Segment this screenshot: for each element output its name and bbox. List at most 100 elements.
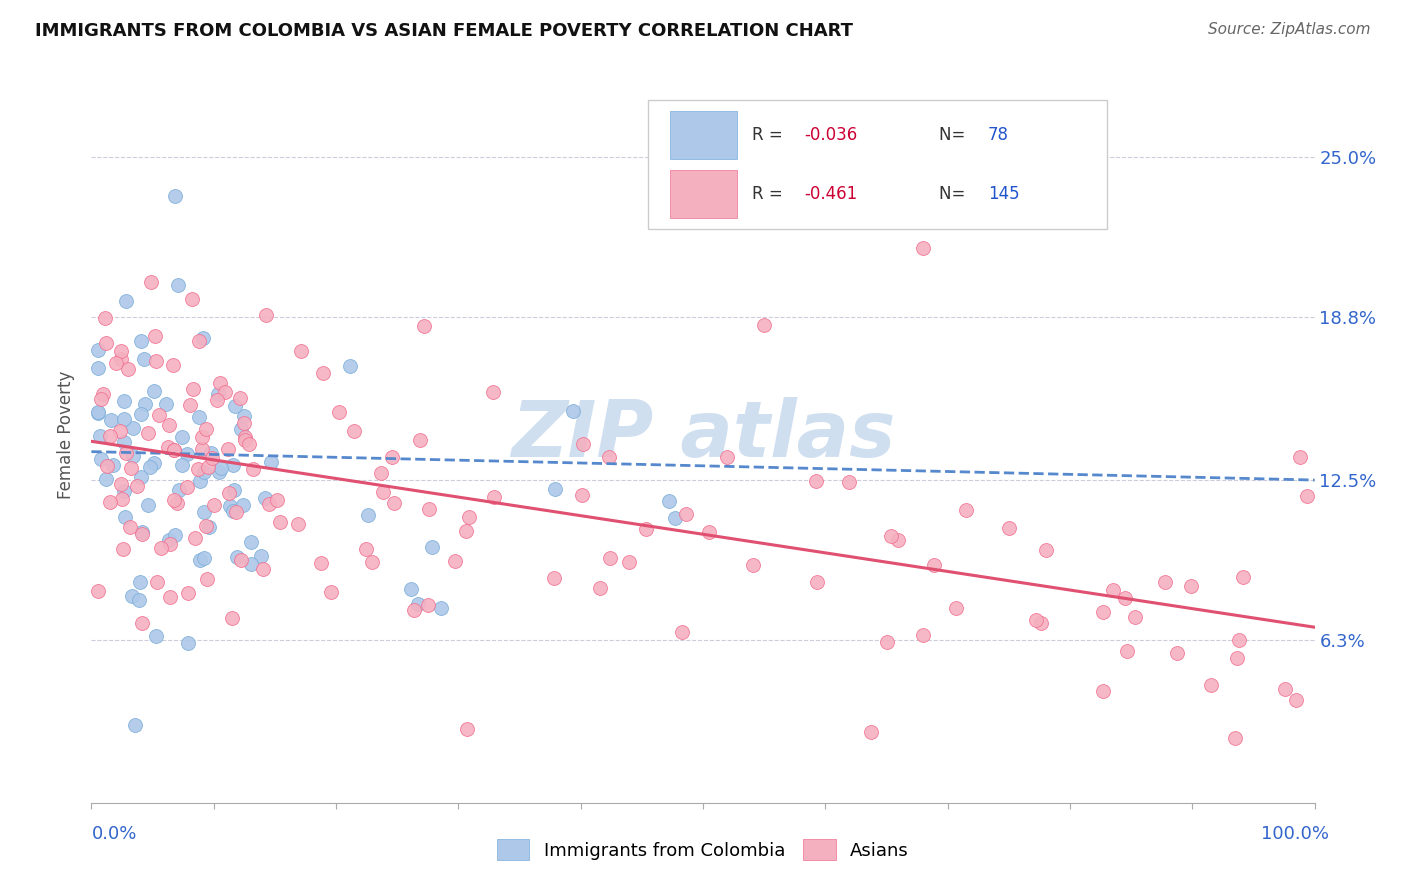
Point [155, 397, 177, 411]
Text: 100.0%: 100.0% [1261, 825, 1329, 843]
Point [225, 506, 247, 520]
Point [887, 533, 910, 547]
Point [181, 382, 204, 396]
Text: N=: N= [939, 185, 970, 203]
Point [87, 360, 110, 375]
Point [675, 508, 697, 522]
Point [482, 384, 505, 399]
Point [418, 599, 440, 613]
Point [177, 636, 200, 650]
Point [430, 601, 453, 615]
Point [588, 581, 610, 595]
Point [91, 387, 114, 401]
Point [112, 394, 135, 409]
Point [87, 343, 110, 358]
Point [876, 635, 898, 649]
Point [254, 309, 277, 323]
Text: R =: R = [752, 185, 787, 203]
Point [86, 404, 108, 418]
Point [1223, 731, 1246, 745]
Point [381, 450, 404, 465]
Point [100, 413, 122, 427]
Point [224, 399, 246, 413]
Point [754, 318, 776, 332]
Text: R =: R = [752, 126, 787, 144]
Text: IMMIGRANTS FROM COLOMBIA VS ASIAN FEMALE POVERTY CORRELATION CHART: IMMIGRANTS FROM COLOMBIA VS ASIAN FEMALE… [35, 22, 853, 40]
Point [572, 437, 595, 451]
Point [287, 517, 309, 532]
Point [214, 384, 236, 399]
Point [194, 519, 217, 533]
Point [922, 558, 945, 572]
Point [1029, 616, 1052, 631]
Point [87, 406, 110, 420]
Point [143, 384, 166, 398]
Point [418, 501, 440, 516]
Point [131, 527, 153, 541]
Point [1166, 646, 1188, 660]
Point [328, 405, 350, 419]
Point [170, 458, 193, 473]
Point [170, 429, 193, 443]
Point [167, 483, 190, 498]
Point [806, 575, 828, 590]
Point [139, 276, 162, 290]
Point [221, 504, 243, 518]
Point [312, 366, 335, 380]
Point [1296, 489, 1319, 503]
Point [240, 557, 263, 571]
Text: ZIP atlas: ZIP atlas [510, 397, 896, 473]
Point [699, 524, 721, 539]
Point [222, 483, 245, 497]
Point [157, 533, 180, 547]
Point [157, 440, 180, 454]
Point [217, 442, 239, 457]
Point [120, 520, 142, 534]
Point [205, 392, 228, 407]
Point [94, 472, 117, 486]
Point [163, 443, 186, 458]
Point [257, 497, 280, 511]
Point [741, 558, 763, 572]
Point [96, 336, 118, 351]
Point [399, 582, 422, 596]
Point [159, 537, 181, 551]
Point [194, 422, 217, 436]
Point [112, 435, 135, 450]
Point [1035, 542, 1057, 557]
Point [197, 572, 219, 586]
Point [422, 541, 444, 555]
Point [191, 330, 214, 344]
Point [382, 496, 405, 510]
Point [134, 351, 156, 366]
Text: 145: 145 [988, 185, 1019, 203]
Point [128, 592, 150, 607]
Point [1226, 651, 1249, 665]
Point [145, 575, 167, 590]
Point [955, 503, 977, 517]
Point [354, 541, 377, 556]
Point [115, 293, 138, 308]
Point [218, 486, 240, 500]
Point [456, 723, 478, 737]
Point [1227, 632, 1250, 647]
Point [163, 528, 186, 542]
Bar [671, 170, 737, 218]
Point [110, 424, 132, 438]
Point [110, 343, 132, 358]
Point [198, 520, 221, 534]
Point [357, 508, 380, 522]
Point [561, 403, 583, 417]
Point [1180, 579, 1202, 593]
Point [482, 490, 505, 504]
Point [86, 583, 108, 598]
Legend: Immigrants from Colombia, Asians: Immigrants from Colombia, Asians [489, 832, 917, 867]
Point [136, 426, 159, 441]
Y-axis label: Female Poverty: Female Poverty [58, 371, 76, 499]
Text: -0.461: -0.461 [804, 185, 858, 203]
Point [181, 293, 204, 307]
Point [254, 491, 277, 505]
Text: -0.036: -0.036 [804, 126, 858, 144]
Text: 0.0%: 0.0% [91, 825, 136, 843]
Point [912, 241, 935, 255]
